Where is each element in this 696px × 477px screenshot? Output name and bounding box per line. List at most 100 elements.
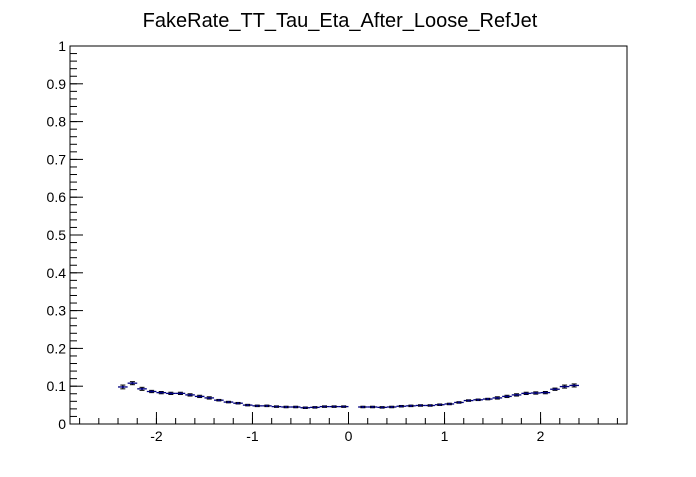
data-point	[386, 405, 397, 409]
data-point	[137, 386, 147, 391]
point-marker	[313, 406, 316, 409]
point-marker	[131, 382, 134, 385]
point-marker	[563, 385, 566, 388]
point-marker	[323, 405, 326, 408]
data-point	[156, 390, 167, 395]
y-tick-label: 0.8	[47, 114, 67, 130]
data-point	[262, 404, 272, 408]
point-marker	[534, 392, 537, 395]
data-point	[233, 401, 243, 405]
point-marker	[342, 405, 345, 408]
data-point	[559, 384, 570, 389]
data-point	[396, 404, 407, 408]
data-point	[271, 405, 282, 408]
data-point	[521, 391, 531, 396]
point-marker	[169, 392, 172, 395]
data-point	[300, 406, 311, 410]
point-marker	[409, 404, 412, 407]
point-marker	[515, 393, 518, 396]
data-point	[569, 383, 579, 388]
data-point	[319, 405, 330, 408]
point-marker	[457, 401, 460, 404]
data-point	[127, 381, 138, 386]
y-tick-label: 0	[58, 416, 66, 432]
data-point	[242, 403, 253, 407]
point-marker	[505, 395, 508, 398]
point-marker	[390, 405, 393, 408]
data-point	[118, 384, 128, 390]
y-tick-label: 0.4	[47, 265, 67, 281]
point-marker	[573, 384, 576, 387]
point-marker	[294, 405, 297, 408]
point-marker	[275, 405, 278, 408]
data-point	[444, 402, 455, 406]
data-point	[434, 403, 445, 406]
data-point	[166, 391, 176, 396]
data-point	[329, 405, 339, 408]
data-point	[367, 405, 378, 409]
data-point	[502, 394, 512, 399]
point-marker	[525, 392, 528, 395]
data-point	[223, 400, 234, 404]
point-marker	[121, 385, 124, 388]
y-tick-label: 0.1	[47, 378, 67, 394]
point-marker	[467, 399, 470, 402]
y-tick-label: 0.2	[47, 340, 67, 356]
y-tick-label: 0.5	[47, 227, 67, 243]
point-marker	[179, 392, 182, 395]
x-tick-label: 0	[345, 428, 353, 444]
data-point	[358, 405, 368, 409]
data-point	[482, 397, 493, 401]
point-marker	[285, 405, 288, 408]
x-tick-label: -2	[150, 428, 163, 444]
point-marker	[217, 399, 220, 402]
data-point	[310, 406, 320, 409]
point-marker	[429, 404, 432, 407]
data-point	[146, 389, 157, 394]
point-marker	[486, 398, 489, 401]
data-point	[463, 399, 474, 402]
point-marker	[246, 404, 249, 407]
point-marker	[256, 404, 259, 407]
y-tick-label: 0.3	[47, 303, 67, 319]
point-marker	[160, 391, 163, 394]
point-marker	[544, 391, 547, 394]
data-point	[406, 404, 416, 408]
data-point	[550, 387, 560, 391]
point-marker	[198, 395, 201, 398]
chart-title: FakeRate_TT_Tau_Eta_After_Loose_RefJet	[143, 10, 538, 32]
point-marker	[361, 405, 364, 408]
data-point	[540, 390, 551, 395]
data-point	[194, 394, 205, 399]
x-tick-label: 2	[537, 428, 545, 444]
x-tick-label: -1	[246, 428, 259, 444]
data-point	[252, 404, 263, 408]
data-point	[473, 398, 483, 402]
plot-frame	[69, 45, 628, 425]
point-marker	[419, 404, 422, 407]
point-marker	[141, 387, 144, 390]
data-point	[530, 391, 541, 395]
data-point	[185, 393, 195, 397]
point-marker	[438, 403, 441, 406]
point-marker	[208, 396, 211, 399]
data-point	[415, 404, 426, 407]
point-marker	[150, 390, 153, 393]
data-point	[281, 405, 291, 409]
point-marker	[381, 406, 384, 409]
data-point	[204, 396, 215, 400]
data-point	[425, 404, 435, 407]
point-marker	[371, 405, 374, 408]
data-point	[214, 398, 224, 402]
data-point	[338, 405, 349, 408]
y-tick-label: 0.9	[47, 76, 67, 92]
data-point	[454, 401, 464, 404]
y-tick-label: 0.6	[47, 189, 67, 205]
point-marker	[477, 398, 480, 401]
data-point	[175, 391, 186, 396]
data-point	[511, 393, 522, 397]
x-tick-label: 1	[441, 428, 449, 444]
point-marker	[227, 401, 230, 404]
